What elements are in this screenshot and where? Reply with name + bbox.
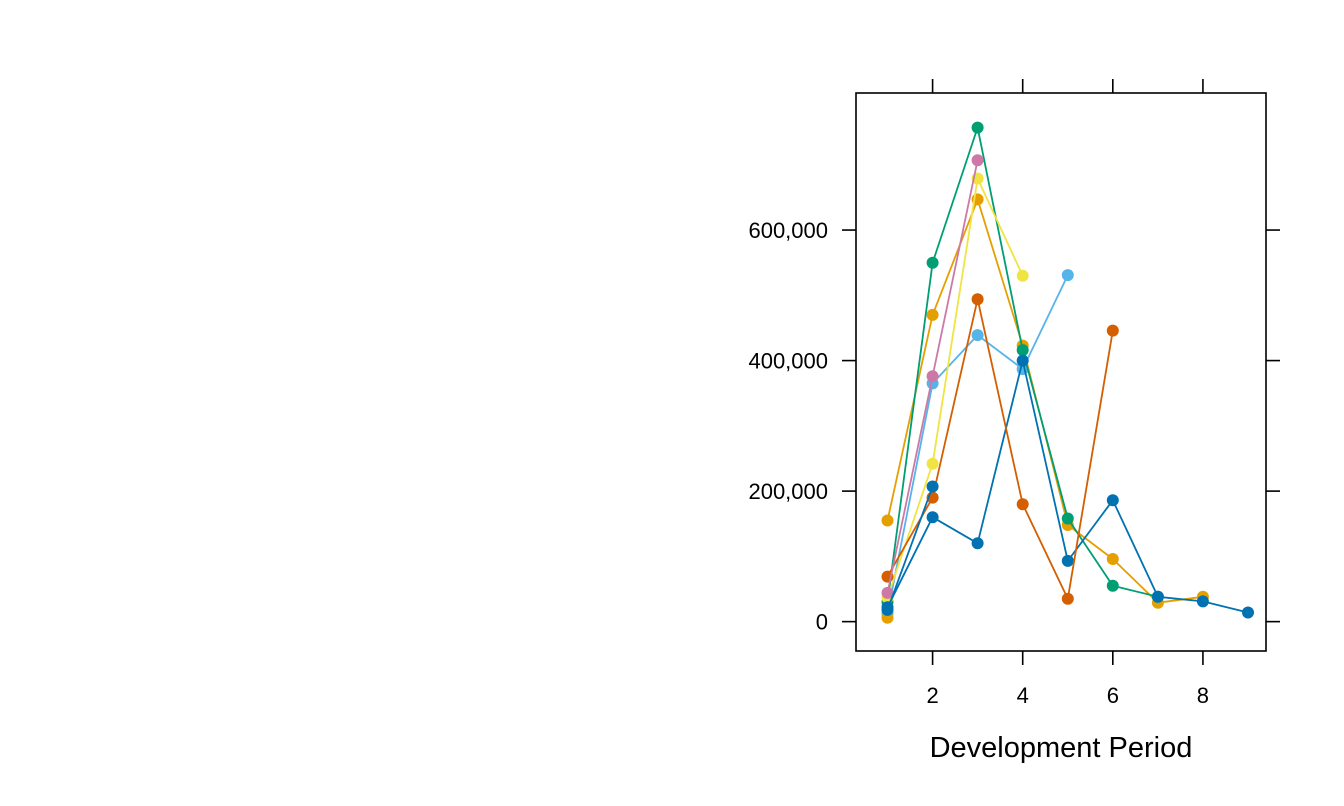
series-9 xyxy=(881,480,939,616)
data-point xyxy=(1016,498,1029,511)
series-7 xyxy=(881,154,984,599)
data-point xyxy=(926,256,939,269)
data-point xyxy=(971,121,984,134)
data-point xyxy=(926,511,939,524)
series-layer xyxy=(881,121,1254,624)
series-line xyxy=(886,177,1024,598)
data-point xyxy=(1061,592,1074,605)
data-point xyxy=(1016,344,1029,357)
data-point xyxy=(1106,494,1119,507)
data-point xyxy=(1106,324,1119,337)
data-point xyxy=(1061,512,1074,525)
data-point xyxy=(1106,579,1119,592)
data-point xyxy=(926,308,939,321)
data-point xyxy=(971,329,984,342)
data-point xyxy=(881,514,894,527)
series-line xyxy=(886,298,1114,600)
plot-frame xyxy=(855,92,1267,652)
x-axis-title: Development Period xyxy=(930,732,1193,764)
axis-layer: 2 4 6 8 0 200,000 400,000 600,000 xyxy=(748,79,1280,708)
data-point xyxy=(1061,269,1074,282)
x-tick-label: 8 xyxy=(1197,683,1209,708)
data-point xyxy=(926,370,939,383)
data-point xyxy=(1061,554,1074,567)
y-tick-label: 400,000 xyxy=(748,349,828,374)
x-tick-label: 2 xyxy=(926,683,938,708)
data-point xyxy=(1242,606,1254,619)
data-point xyxy=(971,154,984,167)
data-point xyxy=(1106,553,1119,565)
y-tick-label: 0 xyxy=(816,610,828,635)
data-point xyxy=(971,293,984,306)
data-point xyxy=(1016,354,1029,367)
data-point xyxy=(881,603,894,616)
x-tick-label: 4 xyxy=(1017,683,1029,708)
data-point xyxy=(1196,595,1209,608)
data-point xyxy=(926,457,939,470)
data-point xyxy=(971,537,984,550)
data-point xyxy=(1016,269,1029,282)
data-point xyxy=(926,480,939,493)
x-tick-label: 6 xyxy=(1107,683,1119,708)
data-point xyxy=(1151,590,1164,603)
data-point xyxy=(881,586,894,599)
y-tick-label: 200,000 xyxy=(748,479,828,504)
series-line xyxy=(886,486,934,611)
y-tick-label: 600,000 xyxy=(748,218,828,243)
